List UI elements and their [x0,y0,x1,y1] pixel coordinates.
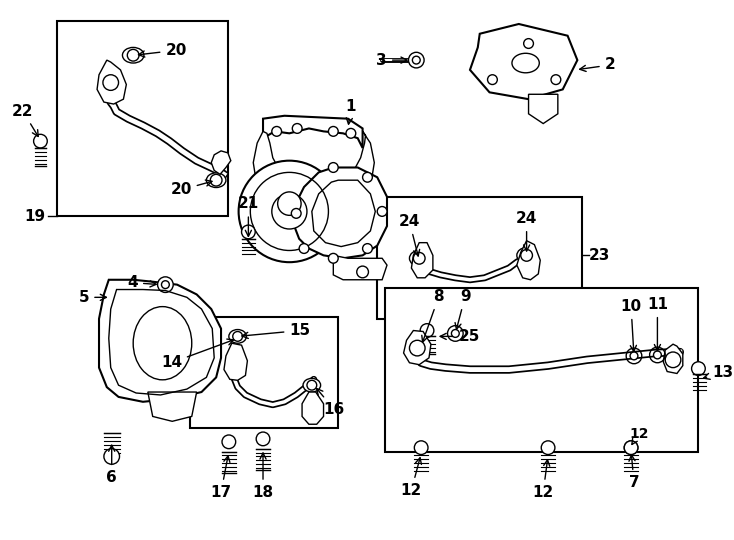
Ellipse shape [517,247,537,263]
Ellipse shape [229,329,247,343]
Circle shape [413,252,425,264]
Text: 7: 7 [629,455,639,490]
Circle shape [222,435,236,449]
Circle shape [409,52,424,68]
Circle shape [291,208,301,218]
Polygon shape [333,255,387,280]
Polygon shape [263,116,363,148]
Circle shape [328,163,338,172]
Bar [57,21,228,217]
Circle shape [104,449,120,464]
Text: 16: 16 [316,388,345,417]
Circle shape [272,194,307,229]
Circle shape [451,329,459,338]
Text: 12: 12 [401,458,422,498]
Text: 20: 20 [139,43,186,58]
Circle shape [363,172,372,182]
Text: 20: 20 [170,180,212,198]
Circle shape [624,441,638,455]
Circle shape [277,192,301,215]
Polygon shape [211,151,230,174]
Circle shape [299,244,309,253]
Circle shape [377,206,387,217]
Polygon shape [411,242,433,278]
Circle shape [630,352,638,360]
Text: 18: 18 [252,453,274,500]
Circle shape [272,126,282,136]
Polygon shape [294,167,387,258]
Text: 2: 2 [580,57,615,72]
Text: 25: 25 [440,329,479,344]
Polygon shape [253,131,280,197]
Circle shape [653,351,661,359]
Text: 24: 24 [516,211,537,251]
Text: 6: 6 [106,445,117,485]
Polygon shape [224,343,247,380]
Text: 13: 13 [704,365,733,380]
Polygon shape [517,241,540,280]
Polygon shape [99,280,221,402]
Circle shape [691,362,705,375]
Circle shape [346,129,356,138]
Ellipse shape [410,251,429,266]
Polygon shape [470,24,578,99]
Text: 3: 3 [377,52,407,68]
Text: 1: 1 [346,99,356,124]
Text: 17: 17 [211,456,232,500]
Text: 21: 21 [238,197,259,237]
Circle shape [413,56,420,64]
Text: 12: 12 [533,460,554,500]
Text: 22: 22 [12,104,38,137]
Circle shape [420,323,434,338]
Bar [385,288,699,451]
Text: 24: 24 [399,214,420,256]
Ellipse shape [206,173,226,187]
Circle shape [363,244,372,253]
Text: 14: 14 [161,339,233,370]
Polygon shape [148,392,197,421]
Circle shape [328,253,338,263]
Circle shape [127,49,139,61]
Polygon shape [353,131,374,201]
Circle shape [161,281,170,288]
Polygon shape [664,344,683,374]
Ellipse shape [123,48,144,63]
Circle shape [256,432,270,445]
Circle shape [211,174,222,186]
Circle shape [34,134,47,148]
Circle shape [292,124,302,133]
Text: 8: 8 [422,289,444,342]
Text: 4: 4 [128,275,156,290]
Ellipse shape [303,379,321,392]
Circle shape [158,277,173,293]
Circle shape [241,225,255,239]
Circle shape [624,441,638,455]
Polygon shape [528,94,558,124]
Circle shape [541,441,555,455]
Circle shape [233,332,242,341]
Text: 9: 9 [455,289,470,329]
Bar [377,197,582,319]
Text: 5: 5 [79,290,106,305]
Text: 11: 11 [647,297,668,350]
Polygon shape [302,392,324,424]
Text: 23: 23 [589,248,611,263]
Circle shape [520,249,532,261]
Circle shape [414,441,428,455]
Circle shape [328,126,338,136]
Circle shape [239,161,340,262]
Text: 19: 19 [24,209,46,224]
Polygon shape [97,60,126,104]
Text: 10: 10 [620,299,642,352]
Text: 12: 12 [629,427,649,444]
Circle shape [307,380,316,390]
Text: 15: 15 [242,323,310,339]
Bar [190,317,338,428]
Polygon shape [404,330,431,365]
